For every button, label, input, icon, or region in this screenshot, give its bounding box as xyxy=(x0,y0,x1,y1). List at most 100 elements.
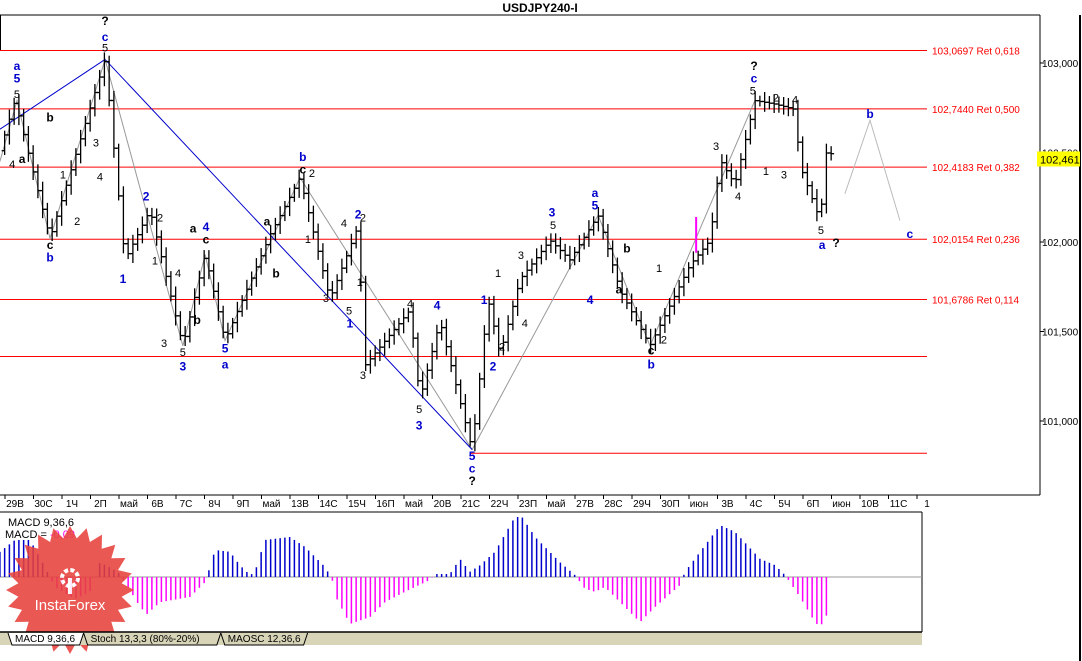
x-tick-label: 30П xyxy=(661,499,679,510)
wave-label: 1 xyxy=(481,293,488,307)
wave-label: ? xyxy=(832,236,839,250)
y-tick-label: 102,000 xyxy=(1042,238,1079,249)
x-tick-label: 11С xyxy=(890,499,908,510)
wave-label: 1 xyxy=(120,272,127,286)
wave-label: b xyxy=(866,107,873,121)
wave-label: c xyxy=(751,71,758,85)
watermark-brand: InstaForex xyxy=(35,597,106,614)
wave-label: 4 xyxy=(97,171,103,183)
wave-path-line[interactable] xyxy=(0,57,756,451)
x-tick-label: 6П xyxy=(807,499,820,510)
wave-label: 3 xyxy=(549,206,556,220)
fib-level-label: 102,0154 Ret 0,236 xyxy=(932,235,1020,246)
x-tick-label: 3В xyxy=(721,499,734,510)
trend-line[interactable] xyxy=(0,59,106,130)
fib-level-label: 102,4183 Ret 0,382 xyxy=(932,163,1020,174)
wave-label: 4 xyxy=(175,268,181,280)
wave-label: c xyxy=(300,163,307,177)
wave-label: b xyxy=(647,358,654,372)
x-tick-label: 23П xyxy=(519,499,537,510)
wave-label: 2 xyxy=(499,342,505,354)
wave-label: b xyxy=(193,313,200,327)
wave-label: 3 xyxy=(180,359,187,373)
wave-label: b xyxy=(46,111,53,125)
wave-label: 5 xyxy=(592,198,599,212)
wave-label: c xyxy=(203,232,210,246)
x-tick-label: май xyxy=(405,499,423,510)
wave-label: 4 xyxy=(792,94,798,106)
y-tick-label: 101,500 xyxy=(1042,328,1079,339)
x-tick-label: 22Ч xyxy=(491,499,509,510)
wave-label: 1 xyxy=(347,317,354,331)
price-axis: 103,000102,500102,000101,500101,000102,4… xyxy=(1037,59,1080,428)
wave-label: 5 xyxy=(346,306,352,318)
wave-label: 4 xyxy=(522,318,528,330)
x-tick-label: 4С xyxy=(750,499,763,510)
wave-label: 5 xyxy=(416,404,422,416)
fib-levels: 103,0697 Ret 0,618 102,7440 Ret 0,500 102,… xyxy=(0,47,1020,454)
wave-label: a xyxy=(592,186,599,200)
wave-label: 2 xyxy=(360,213,366,225)
pane-frames xyxy=(0,14,1081,661)
tab-maosc[interactable]: MAOSC 12,36,6 xyxy=(220,632,309,646)
wave-label: b xyxy=(46,250,53,264)
fib-level-label: 102,7440 Ret 0,500 xyxy=(932,105,1020,116)
time-axis: 29В 30С 1Ч 2П май 6В 7С 8Ч 9П май 13В 14С 15Ч 16П май 2… xyxy=(4,495,930,510)
x-tick-label: 15Ч xyxy=(348,499,366,510)
tab-macd[interactable]: MACD 9,36,6 xyxy=(7,632,85,646)
wave-label: 2 xyxy=(74,216,80,228)
x-tick-label: 16П xyxy=(376,499,394,510)
x-tick-label: 1Ч xyxy=(66,499,78,510)
x-tick-label: май xyxy=(262,499,280,510)
x-tick-label: 2П xyxy=(94,499,107,510)
wave-label: 1 xyxy=(357,277,363,289)
x-tick-label: май xyxy=(120,499,138,510)
current-price: 102,461 xyxy=(1040,154,1080,166)
wave-label: a xyxy=(616,283,623,297)
x-tick-label: 20В xyxy=(434,499,452,510)
projection-line[interactable] xyxy=(844,118,901,221)
wave-label: 4 xyxy=(9,159,15,171)
wave-label: 2 xyxy=(773,93,779,105)
wave-label: 5 xyxy=(14,89,20,101)
x-tick-label: 10В xyxy=(861,499,879,510)
indicator-tabs: MACD 9,36,6 Stoch 13,3,3 (80%-20%) MAOSC 1… xyxy=(0,631,922,646)
wave-label: a xyxy=(264,214,271,228)
wave-label: 4 xyxy=(407,299,413,311)
wave-label: 3 xyxy=(781,170,787,182)
x-tick-label: 29В xyxy=(6,499,24,510)
wave-label: c xyxy=(648,343,655,357)
x-tick-label: 5Ч xyxy=(778,499,790,510)
wave-label: 1 xyxy=(656,263,662,275)
wave-label: 5 xyxy=(750,86,756,98)
wave-label: 2 xyxy=(157,213,163,225)
wave-label: c xyxy=(102,30,109,44)
wave-label: 3 xyxy=(518,250,524,262)
instaforex-watermark: InstaForex xyxy=(6,526,134,654)
wave-label: 1 xyxy=(763,166,769,178)
wave-label: 4 xyxy=(735,191,741,203)
wave-label: b xyxy=(299,150,306,164)
ohlc-bars xyxy=(1,52,835,452)
x-tick-label: 6В xyxy=(151,499,164,510)
wave-label: 2 xyxy=(355,207,362,221)
wave-label: a xyxy=(19,152,26,166)
wave-label: 2 xyxy=(490,359,497,373)
wave-label: 3 xyxy=(360,370,366,382)
x-tick-label: 7С xyxy=(180,499,193,510)
tab-stoch[interactable]: Stoch 13,3,3 (80%-20%) xyxy=(83,632,222,646)
wave-label: 5 xyxy=(469,449,476,463)
x-tick-label: май xyxy=(547,499,565,510)
x-tick-label: 8Ч xyxy=(208,499,220,510)
wave-label: c xyxy=(469,462,476,476)
x-tick-label: 27В xyxy=(576,499,594,510)
wave-label: 5 xyxy=(818,225,824,237)
wave-lines xyxy=(0,57,901,451)
trend-line[interactable] xyxy=(104,59,473,450)
x-tick-label: 13В xyxy=(291,499,309,510)
wave-label: 3 xyxy=(323,293,329,305)
current-price-badge xyxy=(1037,151,1080,167)
x-tick-label: 29Ч xyxy=(633,499,651,510)
wave-label: 4 xyxy=(341,218,347,230)
